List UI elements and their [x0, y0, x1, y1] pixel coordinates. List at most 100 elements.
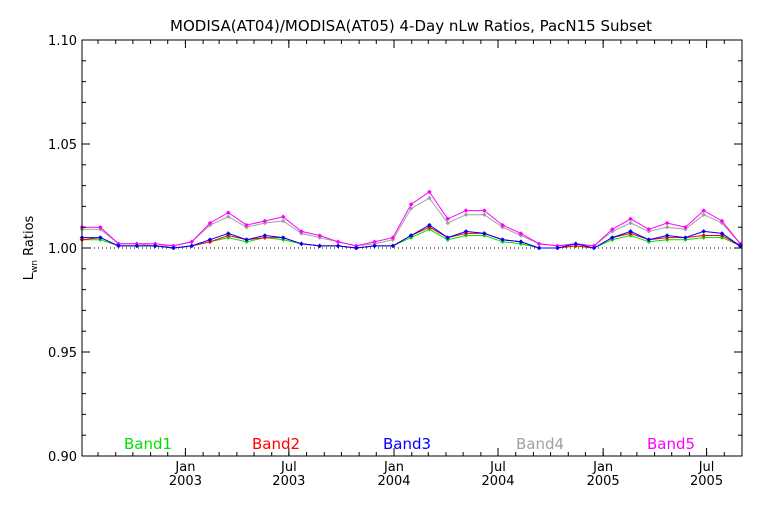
y-tick-label: 0.90: [48, 450, 77, 465]
x-tick-year: 2005: [587, 474, 620, 489]
chart-title: MODISA(AT04)/MODISA(AT05) 4-Day nLw Rati…: [170, 17, 652, 35]
data-point: [427, 222, 432, 228]
legend-label-band2: Band2: [252, 435, 300, 453]
data-point: [481, 208, 487, 213]
data-point: [335, 239, 341, 245]
x-tick-month: Jul: [698, 460, 715, 475]
data-point: [427, 189, 432, 195]
data-point: [463, 229, 469, 234]
data-point: [481, 212, 487, 218]
legend-label-band5: Band5: [647, 435, 695, 453]
y-tick-label: 0.95: [48, 346, 77, 361]
data-point: [719, 218, 725, 224]
data-point: [628, 216, 633, 222]
data-point: [445, 235, 451, 240]
x-tick-month: Jan: [383, 460, 404, 475]
data-point: [664, 224, 670, 230]
data-point: [97, 235, 103, 240]
x-tick-year: 2003: [272, 474, 305, 489]
data-point: [335, 243, 341, 249]
y-axis-label: Lwn Ratios: [22, 215, 40, 280]
data-point: [701, 233, 707, 238]
data-point: [317, 243, 323, 249]
data-point: [609, 226, 615, 232]
data-point: [481, 231, 487, 236]
data-point: [500, 237, 505, 243]
x-tick-month: Jan: [174, 460, 195, 475]
series-band1: [79, 226, 743, 251]
data-point: [353, 245, 359, 251]
legend-label-band4: Band4: [516, 435, 564, 453]
data-point: [536, 241, 542, 247]
axis-layer: 0.900.951.001.051.10Jan2003Jul2003Jan200…: [48, 34, 742, 489]
data-point: [225, 231, 231, 236]
data-point: [171, 245, 176, 251]
x-tick-year: 2003: [169, 474, 202, 489]
data-point: [299, 241, 304, 247]
data-point: [683, 224, 688, 230]
data-point: [664, 233, 670, 238]
x-tick-month: Jan: [592, 460, 613, 475]
series-band3: [79, 222, 743, 251]
y-tick-label: 1.00: [48, 242, 77, 257]
data-point: [372, 243, 377, 249]
data-point: [701, 208, 707, 213]
data-point: [207, 220, 213, 226]
data-point: [701, 229, 707, 234]
data-point: [97, 224, 103, 230]
data-point: [299, 229, 304, 234]
data-point: [152, 243, 158, 249]
y-axis-label-main: L: [22, 272, 37, 280]
x-tick-year: 2004: [481, 474, 514, 489]
y-axis-label-sub: wn: [30, 260, 40, 273]
data-point: [683, 235, 688, 240]
data-point: [408, 201, 414, 207]
legend-label-band3: Band3: [383, 435, 431, 453]
data-point: [628, 220, 633, 226]
data-point: [189, 243, 195, 249]
x-tick-year: 2004: [377, 474, 410, 489]
data-point: [445, 216, 451, 222]
data-point: [262, 218, 268, 224]
data-point: [701, 212, 707, 218]
data-point: [207, 237, 213, 243]
data-point: [573, 241, 579, 247]
data-point: [463, 208, 469, 213]
data-point: [719, 231, 725, 236]
data-point: [628, 229, 633, 234]
data-point: [280, 235, 286, 240]
data-point: [225, 210, 231, 215]
data-point: [646, 237, 652, 243]
data-point: [518, 231, 524, 236]
data-point: [609, 235, 615, 240]
data-point: [244, 237, 249, 243]
data-point: [518, 239, 524, 245]
y-tick-label: 1.10: [48, 34, 77, 49]
data-point: [664, 220, 670, 226]
x-tick-month: Jul: [280, 460, 297, 475]
data-point: [591, 245, 597, 251]
data-point: [408, 206, 414, 211]
data-point: [536, 245, 542, 251]
y-axis-label-rest: Ratios: [22, 215, 37, 260]
data-point: [116, 243, 121, 249]
series-layer: [79, 189, 743, 251]
y-tick-label: 1.05: [48, 138, 77, 153]
data-point: [390, 243, 396, 249]
data-point: [280, 218, 286, 224]
data-point: [646, 226, 652, 232]
plot-frame: [81, 39, 743, 457]
data-point: [280, 214, 286, 220]
data-point: [244, 222, 249, 228]
data-point: [500, 222, 505, 228]
legend-label-band1: Band1: [124, 435, 172, 453]
data-point: [390, 235, 396, 240]
x-tick-month: Jul: [489, 460, 506, 475]
data-point: [262, 233, 268, 238]
data-point: [427, 195, 432, 201]
data-point: [463, 212, 469, 218]
x-tick-year: 2005: [690, 474, 723, 489]
data-point: [555, 245, 560, 251]
data-point: [317, 233, 323, 238]
